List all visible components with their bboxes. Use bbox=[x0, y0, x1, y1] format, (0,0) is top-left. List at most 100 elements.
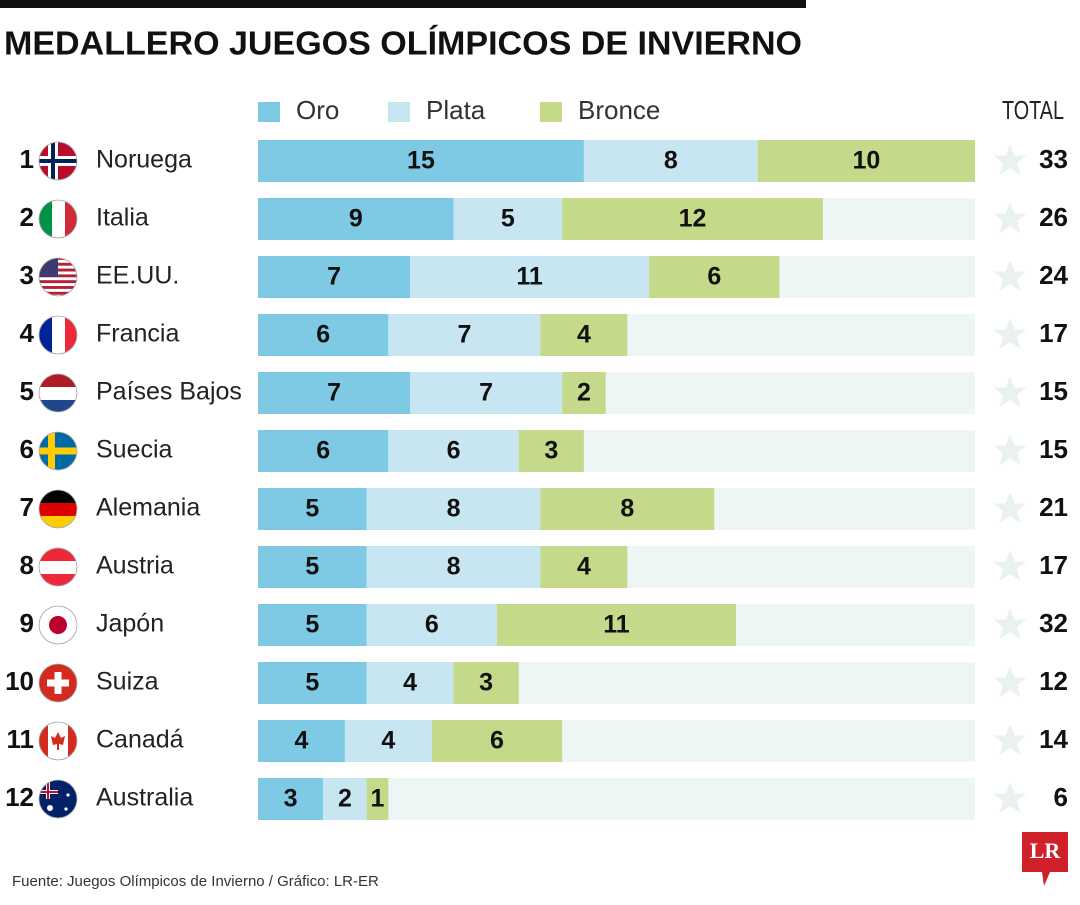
flag-part bbox=[39, 503, 77, 516]
flag-part bbox=[39, 548, 77, 561]
star-icon bbox=[993, 666, 1027, 697]
logo: LR bbox=[1022, 832, 1068, 886]
bar-segment bbox=[258, 314, 389, 356]
flag bbox=[38, 779, 78, 819]
value-label: 12 bbox=[679, 205, 707, 233]
category-label: Italia bbox=[96, 204, 149, 232]
bar-segment bbox=[540, 546, 628, 588]
total-label: 15 bbox=[1039, 434, 1068, 464]
category-label: Noruega bbox=[96, 146, 192, 174]
value-label: 5 bbox=[501, 205, 515, 233]
flag-ring bbox=[38, 141, 78, 181]
flag bbox=[38, 373, 78, 413]
flag bbox=[38, 663, 78, 703]
flag-part bbox=[47, 805, 53, 811]
value-label: 3 bbox=[544, 437, 558, 465]
flag-part bbox=[39, 200, 52, 238]
value-label: 9 bbox=[349, 205, 363, 233]
value-label: 8 bbox=[447, 495, 461, 523]
flag-inner bbox=[39, 316, 77, 354]
value-label: 8 bbox=[664, 147, 678, 175]
bar-segment bbox=[258, 662, 367, 704]
flag-part bbox=[39, 159, 77, 163]
total-label: 21 bbox=[1039, 492, 1068, 522]
rank: 10 bbox=[5, 666, 34, 696]
total-label: 6 bbox=[1054, 782, 1068, 812]
logo-text: LR bbox=[1030, 838, 1062, 863]
star-icon bbox=[993, 608, 1027, 639]
legend-swatch bbox=[388, 102, 410, 122]
bar-segment bbox=[323, 778, 367, 820]
flag bbox=[38, 141, 78, 181]
bar-segment bbox=[366, 488, 541, 530]
star-icon bbox=[993, 434, 1027, 465]
value-label: 6 bbox=[490, 727, 504, 755]
bar-segment bbox=[583, 140, 758, 182]
flag-part bbox=[68, 722, 77, 760]
total-label: 24 bbox=[1039, 260, 1068, 290]
total-label: 17 bbox=[1039, 318, 1068, 348]
logo-bg bbox=[1022, 832, 1068, 886]
flag-part bbox=[39, 258, 58, 277]
bar-segment bbox=[258, 488, 367, 530]
flag-part bbox=[51, 732, 65, 750]
flag-part bbox=[47, 679, 69, 687]
value-label: 2 bbox=[577, 379, 591, 407]
flag-inner bbox=[39, 722, 77, 760]
flag-inner bbox=[39, 374, 77, 412]
bar-segment bbox=[410, 372, 563, 414]
bar-segment bbox=[366, 546, 541, 588]
total-label: 12 bbox=[1039, 666, 1068, 696]
bar-segment bbox=[453, 198, 563, 240]
bar-segment bbox=[540, 314, 628, 356]
rank: 5 bbox=[20, 376, 34, 406]
flag bbox=[38, 721, 78, 761]
flag bbox=[38, 605, 78, 645]
bar-segment bbox=[431, 720, 563, 762]
bar-segment bbox=[649, 256, 780, 298]
flag-ring bbox=[38, 547, 78, 587]
flag-part bbox=[65, 316, 77, 354]
flag-part bbox=[39, 280, 77, 284]
value-label: 5 bbox=[305, 495, 319, 523]
bar-segment bbox=[258, 546, 367, 588]
value-label: 4 bbox=[577, 321, 591, 349]
flag bbox=[38, 489, 78, 529]
value-label: 7 bbox=[457, 321, 471, 349]
flag-ring bbox=[38, 489, 78, 529]
category-label: Suiza bbox=[96, 668, 159, 696]
bar-segment bbox=[497, 604, 736, 646]
legend-label: Oro bbox=[296, 95, 339, 125]
category-label: Países Bajos bbox=[96, 378, 242, 406]
legend-swatch bbox=[540, 102, 562, 122]
category-label: Alemania bbox=[96, 494, 200, 522]
value-label: 11 bbox=[516, 263, 543, 291]
category-label: EE.UU. bbox=[96, 262, 179, 290]
flag-part bbox=[39, 574, 77, 586]
bar-segment bbox=[258, 256, 411, 298]
flag-ring bbox=[38, 431, 78, 471]
category-label: Australia bbox=[96, 784, 193, 812]
star-icon bbox=[993, 724, 1027, 755]
flag-ring bbox=[38, 373, 78, 413]
bar-segment bbox=[540, 488, 715, 530]
total-label: 32 bbox=[1039, 608, 1068, 638]
bar-segment bbox=[388, 314, 541, 356]
value-label: 5 bbox=[305, 611, 319, 639]
flag-part bbox=[39, 561, 77, 574]
flag-inner bbox=[39, 142, 77, 180]
value-label: 6 bbox=[316, 437, 330, 465]
value-label: 7 bbox=[327, 379, 341, 407]
flag-part bbox=[39, 490, 77, 503]
category-label: Japón bbox=[96, 610, 164, 638]
legend-label: Bronce bbox=[578, 95, 660, 125]
flag-part bbox=[39, 286, 77, 289]
value-label: 5 bbox=[305, 669, 319, 697]
flag bbox=[38, 199, 78, 239]
flag-part bbox=[52, 316, 65, 354]
bar-segment bbox=[366, 662, 454, 704]
flag bbox=[38, 431, 78, 471]
value-label: 11 bbox=[603, 611, 630, 639]
flag-ring bbox=[38, 721, 78, 761]
bar-segment bbox=[258, 140, 584, 182]
